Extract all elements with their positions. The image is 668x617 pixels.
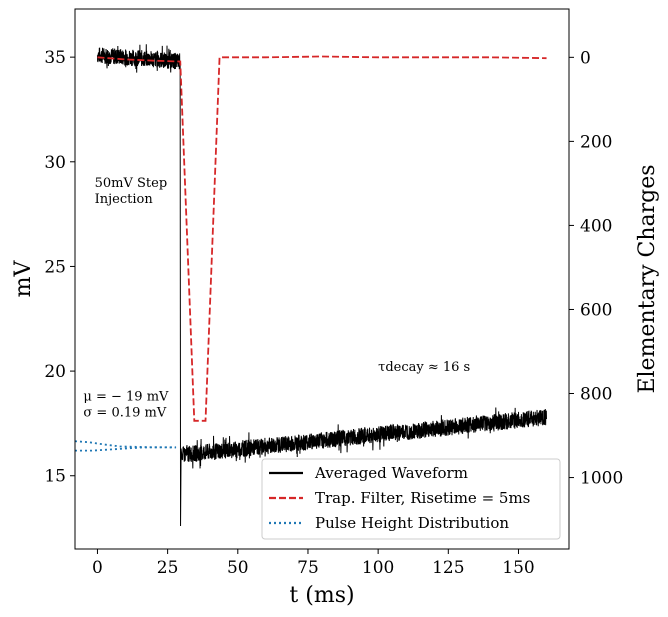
annotation-line: 50mV Step [95,176,168,191]
x-tick-label: 150 [502,558,534,578]
series-trap-filter [97,55,547,422]
x-axis-label: t (ms) [289,583,354,608]
y-right-tick-label: 1000 [580,469,623,489]
x-ticks: 0 25 50 75 100 125 150 [92,549,535,578]
x-tick-label: 25 [157,558,179,578]
annotation-line: τdecay ≈ 16 s [378,360,470,375]
legend-label-trap: Trap. Filter, Risetime = 5ms [315,489,530,507]
y-right-axis-label: Elementary Charges [635,164,660,393]
x-tick-label: 125 [432,558,464,578]
y-right-tick-label: 800 [580,385,612,405]
series-pulse-height-curve [75,440,177,449]
plot-frame [74,8,570,550]
x-tick-label: 0 [92,558,103,578]
annotation-text: μ = − 19 mV σ = 0.19 mV [83,389,169,420]
y-right-tick-label: 400 [580,216,612,236]
legend-label-pulse: Pulse Height Distribution [315,514,509,532]
annotation-line: μ = − 19 mV [83,389,169,404]
annotation-line: σ = 0.19 mV [83,405,166,420]
legend-label-averaged: Averaged Waveform [314,464,468,482]
y-left-tick-label: 20 [44,362,66,382]
y-left-ticks: 15 20 25 30 35 [44,48,75,487]
x-tick-label: 75 [297,558,319,578]
y-left-tick-label: 30 [44,153,66,173]
x-tick-label: 50 [227,558,249,578]
y-left-tick-label: 35 [44,48,66,68]
annotation-text: τdecay ≈ 16 s [378,360,470,375]
y-right-tick-label: 200 [580,132,612,152]
annotation-text: 50mV Step Injection [95,176,168,207]
legend-box [261,458,561,540]
legend: Averaged Waveform Trap. Filter, Risetime… [261,458,561,540]
annotation-line: Injection [95,192,154,207]
y-right-ticks: 0 200 400 600 800 1000 [569,48,623,489]
series-pulse-height-curve [75,446,177,452]
x-tick-label: 100 [362,558,394,578]
y-left-tick-label: 25 [44,257,66,277]
y-right-tick-label: 0 [580,48,591,68]
plot-series [75,44,547,526]
y-right-tick-label: 600 [580,300,612,320]
y-left-tick-label: 15 [44,467,66,487]
annotations: 50mV Step Injection μ = − 19 mV σ = 0.19 mV… [83,176,470,420]
series-averaged-waveform [96,44,547,526]
y-left-axis-label: mV [11,260,36,298]
